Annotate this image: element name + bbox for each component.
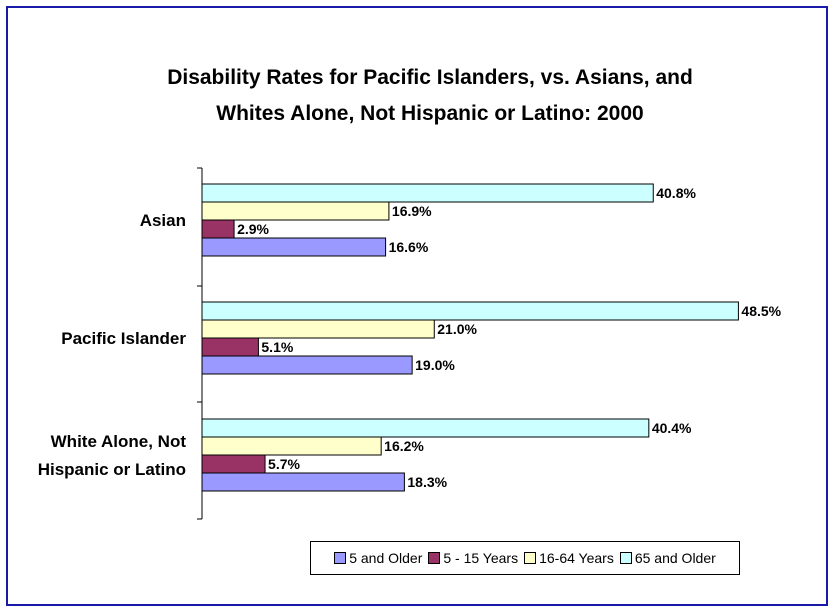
- chart-title-line-1: Disability Rates for Pacific Islanders, …: [167, 66, 693, 89]
- category-label: White Alone, Not: [51, 432, 187, 451]
- bar: [201, 454, 266, 474]
- data-label: 5.7%: [268, 456, 300, 472]
- category-label: Pacific Islander: [61, 329, 186, 348]
- bar: [201, 183, 654, 203]
- data-label: 2.9%: [237, 221, 269, 237]
- legend-swatch: [428, 552, 441, 564]
- bars: [201, 183, 739, 492]
- data-label: 5.1%: [261, 339, 293, 355]
- category-labels: Asian Pacific Islander White Alone, Not His…: [38, 211, 187, 479]
- legend-item: 16-64 Years: [524, 550, 614, 566]
- legend-swatch: [334, 552, 347, 564]
- legend-item: 5 - 15 Years: [428, 550, 518, 566]
- bar: [201, 355, 413, 375]
- category-label: Hispanic or Latino: [38, 460, 186, 479]
- category-label: Asian: [140, 211, 186, 230]
- chart-title-line-2: Whites Alone, Not Hispanic or Latino: 20…: [216, 102, 643, 125]
- bar: [201, 337, 259, 357]
- data-label: 21.0%: [437, 321, 477, 337]
- legend-item: 65 and Older: [619, 550, 716, 566]
- legend-label: 65 and Older: [634, 550, 716, 566]
- bar: [201, 472, 405, 492]
- bar: [201, 319, 435, 339]
- category-axis: [197, 167, 203, 520]
- legend: 5 and Older 5 - 15 Years 16-64 Years 65 and…: [310, 541, 740, 575]
- legend-swatch: [619, 552, 632, 564]
- legend-swatch: [524, 552, 537, 564]
- bar: [201, 237, 387, 257]
- bar: [201, 219, 235, 239]
- legend-label: 16-64 Years: [539, 550, 614, 566]
- legend-label: 5 and Older: [349, 550, 423, 566]
- bar: [201, 418, 650, 438]
- bar: [201, 436, 382, 456]
- data-label: 16.6%: [389, 239, 429, 255]
- data-label: 18.3%: [407, 474, 447, 490]
- data-label: 19.0%: [415, 357, 455, 373]
- legend-item: 5 and Older: [334, 550, 422, 566]
- legend-label: 5 - 15 Years: [443, 550, 519, 566]
- data-label: 16.9%: [392, 203, 432, 219]
- data-label: 16.2%: [384, 438, 424, 454]
- data-label: 40.4%: [652, 420, 692, 436]
- bar: [201, 301, 739, 321]
- bar: [201, 201, 390, 221]
- data-labels: 40.8% 16.9% 2.9% 16.6% 48.5% 21.0% 5.1% 19.0% 40…: [237, 185, 782, 490]
- data-label: 48.5%: [741, 303, 781, 319]
- data-label: 40.8%: [656, 185, 696, 201]
